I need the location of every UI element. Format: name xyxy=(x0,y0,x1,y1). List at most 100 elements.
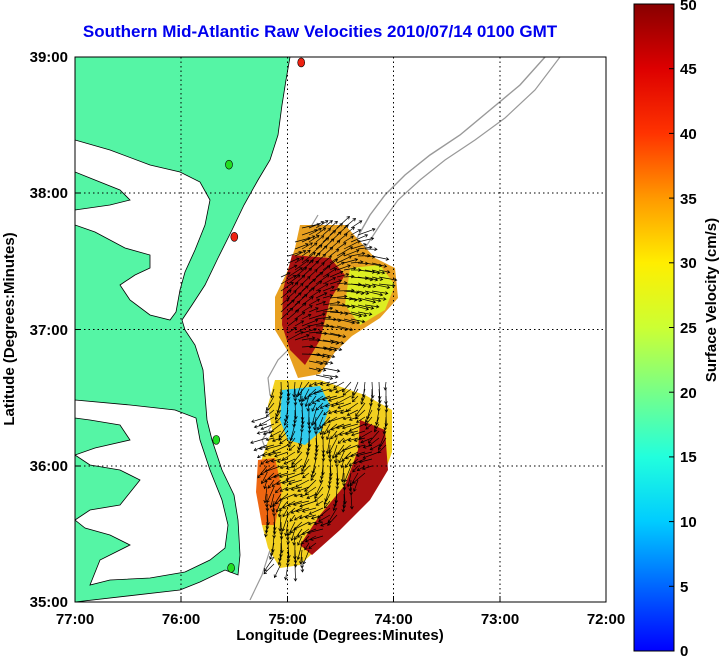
velocity-vector xyxy=(278,423,289,438)
velocity-vector xyxy=(315,306,334,313)
velocity-vector xyxy=(287,318,299,327)
velocity-vector xyxy=(280,275,297,285)
velocity-vector xyxy=(281,514,289,532)
velocity-vector xyxy=(277,507,282,518)
velocity-vector xyxy=(334,430,345,438)
velocity-vector xyxy=(324,402,338,408)
velocity-vector xyxy=(275,486,282,494)
colorbar-label: Surface Velocity (cm/s) xyxy=(703,218,720,382)
velocity-vector xyxy=(264,493,269,508)
velocity-vector xyxy=(374,416,380,429)
x-tick-label: 75:00 xyxy=(268,611,306,628)
velocity-vector xyxy=(308,353,326,358)
velocity-vector xyxy=(331,444,338,460)
velocity-vector xyxy=(329,252,346,264)
velocity-vector xyxy=(339,430,352,436)
velocity-vector xyxy=(348,423,366,432)
velocity-vector xyxy=(333,409,345,414)
bathymetry-contour-deep xyxy=(354,57,561,263)
velocity-vector xyxy=(269,430,282,438)
x-tick-label: 73:00 xyxy=(481,611,519,628)
velocity-vector xyxy=(289,521,303,534)
velocity-vector xyxy=(308,298,321,306)
velocity-vector xyxy=(301,235,316,243)
velocity-vector xyxy=(357,237,375,243)
velocity-vector xyxy=(265,458,275,464)
velocity-vector xyxy=(265,402,275,414)
velocity-vector xyxy=(293,521,310,531)
velocity-vector xyxy=(295,479,310,488)
velocity-vector xyxy=(278,472,296,479)
velocity-vector xyxy=(280,272,291,278)
velocity-vector xyxy=(308,507,324,515)
velocity-vector xyxy=(304,388,317,400)
velocity-vector xyxy=(304,514,317,519)
velocity-vector xyxy=(302,472,310,479)
velocity-vector xyxy=(357,304,375,310)
velocity-vector xyxy=(295,507,310,513)
velocity-vector xyxy=(301,507,317,513)
velocity-vector xyxy=(315,353,331,359)
velocity-vector xyxy=(306,493,317,499)
velocity-vector xyxy=(301,287,315,299)
colorbar-tick-label: 45 xyxy=(680,61,697,78)
velocity-vector xyxy=(322,220,333,229)
velocity-vector xyxy=(365,409,373,424)
velocity-vector xyxy=(322,346,338,352)
velocity-vector xyxy=(322,309,339,314)
velocity-vector xyxy=(343,266,357,271)
pamlico-sound xyxy=(75,399,229,586)
velocity-vector xyxy=(337,402,352,409)
velocity-vector xyxy=(350,251,366,257)
velocity-vector xyxy=(325,437,331,455)
velocity-vector xyxy=(357,283,372,289)
velocity-vector xyxy=(308,242,318,250)
velocity-vector xyxy=(302,549,310,565)
x-tick-label: 72:00 xyxy=(587,611,625,628)
velocity-vector xyxy=(336,224,349,236)
velocity-vector xyxy=(270,388,275,399)
colorbar-tick-marks xyxy=(669,3,674,587)
velocity-vector xyxy=(310,465,317,478)
velocity-vector xyxy=(309,535,324,541)
x-axis-label: Longitude (Degrees:Minutes) xyxy=(236,627,444,644)
velocity-vector xyxy=(308,269,318,278)
velocity-vector xyxy=(322,367,341,373)
velocity-vector xyxy=(250,437,268,445)
colorbar-tick-label: 10 xyxy=(680,514,697,531)
velocity-vector xyxy=(352,472,366,484)
colorbar-tick-label: 35 xyxy=(680,191,697,208)
velocity-vector xyxy=(287,479,303,486)
velocity-vector xyxy=(326,430,331,441)
y-tick-label: 39:00 xyxy=(30,49,68,66)
velocity-vector xyxy=(322,230,337,243)
colorbar-tick-label: 15 xyxy=(680,449,697,466)
velocity-vector xyxy=(285,472,303,481)
velocity-vector xyxy=(321,395,338,401)
colorbar-tick-label: 30 xyxy=(680,255,697,272)
velocity-vector xyxy=(308,321,325,327)
velocity-vector xyxy=(313,381,324,386)
velocity-vector xyxy=(371,297,387,301)
velocity-vector xyxy=(315,235,325,243)
velocity-vector xyxy=(301,336,316,341)
velocity-vector xyxy=(294,243,309,250)
velocity-vector xyxy=(336,318,356,325)
velocity-vector xyxy=(271,437,282,443)
map-title: Southern Mid-Atlantic Raw Velocities 201… xyxy=(82,22,558,41)
velocity-vector xyxy=(351,388,359,399)
velocity-vector xyxy=(377,388,382,404)
velocity-vector xyxy=(278,493,296,502)
velocity-vector xyxy=(351,395,359,403)
velocity-vector xyxy=(271,479,282,487)
velocity-vector xyxy=(287,331,304,341)
velocity-vector xyxy=(327,479,332,489)
velocity-vector xyxy=(315,283,329,292)
velocity-vector xyxy=(304,479,317,492)
velocity-vector xyxy=(308,312,326,320)
velocity-vector xyxy=(319,402,331,409)
velocity-vector xyxy=(357,228,376,236)
velocity-vector xyxy=(265,437,275,442)
velocity-vector xyxy=(315,227,327,236)
velocity-vector xyxy=(294,334,310,341)
